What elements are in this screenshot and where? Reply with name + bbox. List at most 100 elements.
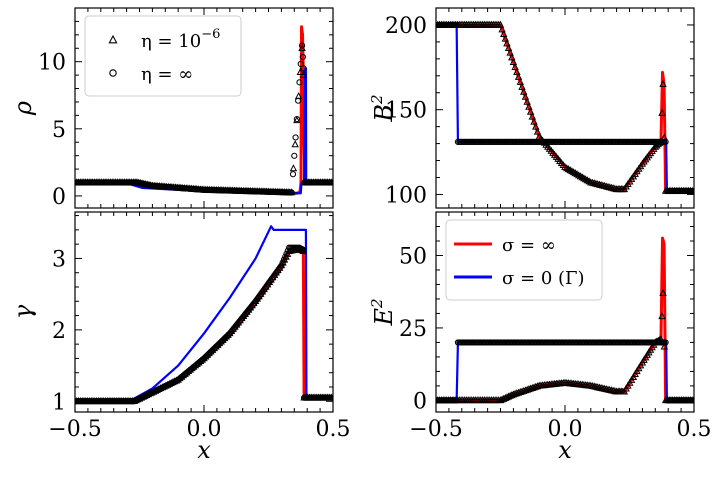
gamma-triangle-point [238, 314, 246, 322]
gamma-triangle-point [329, 393, 333, 401]
B2-triangle-point [508, 53, 516, 61]
gamma-triangle-point [239, 312, 248, 320]
rho-circle-point [296, 79, 303, 86]
rho-ytick-label: 5 [52, 118, 66, 143]
E2-triangle-point [655, 335, 664, 344]
rho-legend: η = 10−6 η = ∞ [84, 15, 242, 97]
rho-legend-box [84, 15, 242, 97]
E2-legend-label: σ = 0 (Γ) [502, 268, 585, 289]
rho-frame [74, 7, 334, 209]
rho-triangle-point [296, 68, 305, 76]
B2-triangle-point [501, 34, 510, 42]
E2-xtick-label: 0.0 [548, 417, 583, 442]
B2-ylabel-sup: 2 [368, 94, 386, 105]
B2-triangle-point [530, 117, 538, 125]
E2-ytick-label: 50 [399, 244, 427, 269]
B2-triangle-point [690, 186, 694, 194]
gamma-triangle-point [202, 352, 210, 360]
E2-triangle-point [658, 312, 666, 320]
B2-triangle-point [533, 127, 542, 135]
B2-triangle-point [658, 108, 666, 116]
gamma-triangle-point [208, 345, 217, 353]
rho-legend-circle-icon [109, 69, 117, 77]
B2-triangle-point [504, 43, 513, 51]
B2-triangle-point [520, 87, 528, 95]
B2-plot-body: 100 150 200 [385, 7, 695, 208]
gamma-ticks [74, 212, 334, 412]
gamma-line-sigma-inf [75, 246, 333, 403]
rho-triangle-point [298, 43, 306, 52]
gamma-triangle-point [224, 330, 232, 338]
B2-series-eta-1e-6-markers [436, 20, 694, 194]
rho-circle-point [292, 134, 299, 141]
E2-ytick-label: 25 [399, 317, 427, 342]
B2-triangle-point [516, 77, 524, 85]
B2-series-group [436, 20, 694, 195]
rho-series-eta-1e-6-markers [75, 43, 333, 196]
gamma-triangle-point [215, 339, 224, 347]
rho-ylabel: ρ [9, 101, 37, 116]
B2-triangle-point [571, 169, 580, 177]
B2-triangle-point [578, 173, 586, 181]
rho-circle-point [289, 171, 297, 178]
E2-xlabel: x [558, 436, 572, 464]
rho-legend-label-sup: −6 [201, 27, 220, 42]
gamma-triangle-point [214, 340, 222, 348]
B2-triangle-point [526, 107, 535, 115]
B2-circle-point [690, 187, 694, 195]
E2-ylabel-base: E [370, 308, 398, 327]
rho-series-group [75, 25, 333, 196]
rho-legend-triangle-icon [108, 34, 118, 44]
E2-ylabel-sup: 2 [368, 298, 386, 309]
B2-triangle-point [564, 165, 573, 173]
rho-triangle-point [299, 70, 308, 78]
rho-circle-point [298, 42, 306, 49]
gamma-triangle-point [234, 318, 243, 326]
E2-legend-label: σ = ∞ [502, 235, 556, 256]
B2-triangle-point [496, 20, 505, 28]
gamma-triangle-point [246, 303, 255, 311]
gamma-triangle-point [226, 329, 234, 337]
B2-triangle-point [660, 133, 669, 141]
E2-ylabel: E2 [368, 298, 398, 326]
B2-triangle-point [563, 164, 571, 172]
panel-rho: 0 5 10 ρ η = 10−6 η = ∞ [9, 7, 334, 210]
B2-triangle-point [503, 39, 511, 47]
rho-line-sigma-zero [75, 67, 333, 195]
gamma-triangle-point [248, 301, 256, 309]
E2-triangle-point [657, 335, 665, 343]
rho-triangle-point [289, 164, 298, 172]
gamma-triangle-point [241, 309, 249, 317]
B2-triangle-point [568, 167, 576, 175]
B2-triangle-point [561, 163, 569, 171]
B2-triangle-point [585, 177, 593, 185]
gamma-triangle-point [232, 320, 241, 328]
gamma-triangle-point [229, 324, 237, 332]
gamma-ytick-label: 2 [52, 319, 66, 344]
B2-triangle-point [511, 62, 519, 70]
B2-triangle-point [513, 67, 521, 75]
rho-circle-point [291, 152, 298, 159]
E2-legend-label-text: σ = 0 (Γ) [502, 268, 585, 289]
B2-triangle-point [523, 97, 531, 105]
B2-triangle-point [659, 80, 667, 88]
gamma-triangle-point [227, 327, 236, 335]
E2-triangle-point [659, 288, 667, 296]
gamma-xtick-label: −0.5 [48, 417, 101, 442]
B2-triangle-point [576, 172, 585, 180]
B2-triangle-point [575, 171, 583, 179]
B2-triangle-point [583, 176, 592, 184]
E2-xtick-label: 0.5 [677, 417, 712, 442]
rho-plot-body: 0 5 10 [38, 7, 334, 210]
B2-triangle-point [581, 175, 590, 183]
rho-triangle-point [294, 92, 303, 100]
gamma-triangle-point [250, 299, 258, 307]
E2-triangle-point [660, 342, 669, 350]
gamma-series-group [75, 225, 333, 405]
gamma-ytick-label: 3 [52, 247, 66, 272]
B2-frame [435, 7, 695, 209]
gamma-plot-body: 1 2 3 −0.5 0.0 0.5 [48, 212, 351, 442]
E2-triangle-point [654, 336, 662, 344]
E2-series-eta-inf-markers [436, 339, 694, 404]
rho-legend-label: η = 10−6 [141, 27, 220, 52]
